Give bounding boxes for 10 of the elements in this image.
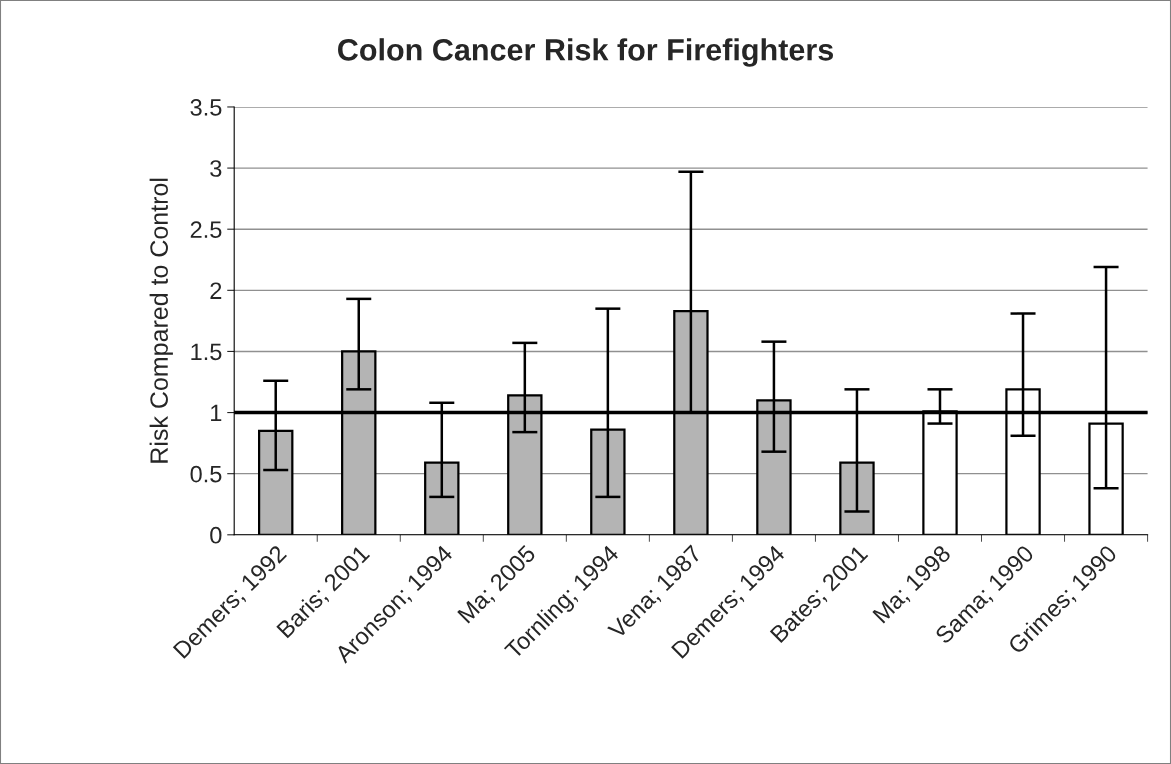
y-tick-label: 0.5 — [190, 465, 222, 483]
y-tick-label: 3 — [210, 160, 222, 177]
y-tick-label: 1.5 — [191, 343, 222, 361]
y-tick-label: 2 — [210, 282, 222, 299]
y-tick-label: 1 — [211, 404, 222, 422]
y-tick-label: 3.5 — [190, 99, 222, 116]
y-tick-label: 0 — [210, 526, 222, 544]
y-axis-title: Risk Compared to Control — [149, 178, 173, 463]
y-tick-label: 2.5 — [190, 221, 222, 238]
chart-title: Colon Cancer Risk for Firefighters — [338, 38, 833, 67]
